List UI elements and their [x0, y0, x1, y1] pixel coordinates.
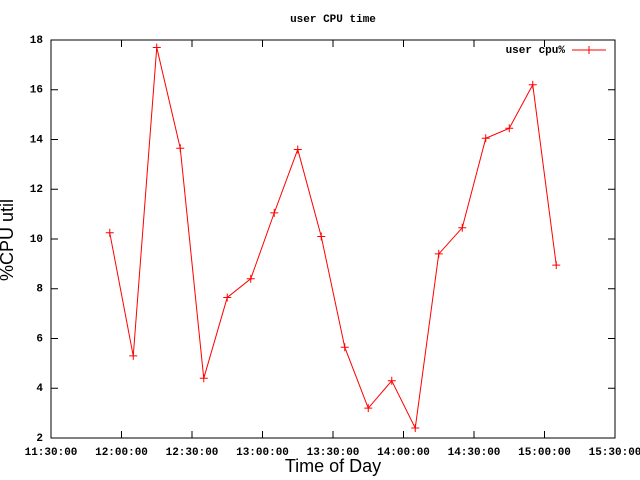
point-marker: [505, 124, 514, 133]
x-axis-label: Time of Day: [285, 456, 381, 476]
x-tick-label: 11:30:00: [25, 447, 78, 459]
y-tick-label: 14: [30, 134, 44, 146]
series-line: [109, 47, 557, 430]
x-tick-label: 12:00:00: [95, 447, 148, 459]
point-marker: [129, 351, 138, 360]
point-marker: [340, 343, 349, 352]
point-marker: [458, 223, 467, 232]
x-tick-label: 13:00:00: [236, 447, 289, 459]
point-marker: [552, 261, 561, 270]
point-marker: [293, 145, 302, 154]
y-tick-label: 2: [36, 433, 43, 445]
point-marker: [481, 134, 490, 143]
point-marker: [246, 274, 255, 283]
chart-title: user CPU time: [290, 14, 376, 26]
point-marker: [152, 43, 161, 52]
x-tick-label: 14:00:00: [377, 447, 430, 459]
y-tick-label: 6: [36, 333, 43, 345]
point-marker: [387, 376, 396, 385]
y-axis-label: %CPU util: [0, 199, 17, 281]
x-tick-label: 14:30:00: [448, 447, 501, 459]
plot-frame: [50, 39, 616, 439]
point-marker: [270, 208, 279, 217]
y-tick-label: 12: [30, 184, 43, 196]
point-marker: [364, 404, 373, 413]
point-marker: [434, 249, 443, 258]
legend-marker: [585, 46, 593, 54]
x-tick-label: 12:30:00: [166, 447, 219, 459]
y-tick-label: 10: [30, 234, 43, 246]
y-tick-label: 16: [30, 85, 43, 97]
x-tick-label: 15:00:00: [518, 447, 571, 459]
y-tick-label: 8: [36, 284, 43, 296]
point-marker: [411, 424, 420, 433]
point-marker: [176, 144, 185, 153]
y-tick-label: 18: [30, 35, 44, 47]
legend-label: user cpu%: [506, 45, 566, 57]
point-marker: [199, 374, 208, 383]
point-marker: [528, 80, 537, 89]
point-marker: [317, 232, 326, 241]
point-marker: [223, 293, 232, 302]
point-marker: [105, 228, 114, 237]
x-tick-label: 13:30:00: [307, 447, 360, 459]
x-tick-label: 15:30:00: [589, 447, 640, 459]
y-tick-label: 4: [36, 383, 43, 395]
